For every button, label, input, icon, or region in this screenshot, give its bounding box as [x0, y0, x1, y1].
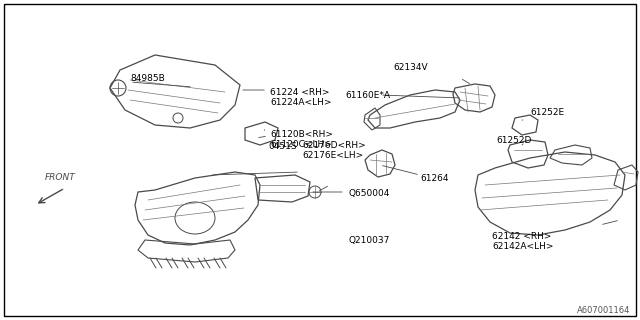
Text: 84985B: 84985B — [130, 74, 164, 83]
Text: 61252D: 61252D — [497, 135, 532, 145]
Text: 62142 <RH>
62142A<LH>: 62142 <RH> 62142A<LH> — [492, 232, 554, 252]
Text: A607001164: A607001164 — [577, 306, 630, 315]
Text: 62176D<RH>
62176E<LH>: 62176D<RH> 62176E<LH> — [302, 140, 365, 160]
Text: 61120B<RH>
61120C<LH>: 61120B<RH> 61120C<LH> — [270, 130, 333, 149]
Text: Q210037: Q210037 — [348, 236, 389, 244]
Text: 0451S: 0451S — [268, 141, 296, 150]
Text: 62134V: 62134V — [393, 62, 428, 71]
Text: 61160E*A: 61160E*A — [345, 91, 390, 100]
Text: 61264: 61264 — [420, 173, 449, 182]
Text: Q650004: Q650004 — [348, 188, 389, 197]
Text: FRONT: FRONT — [45, 173, 76, 182]
Text: 61224 <RH>
61224A<LH>: 61224 <RH> 61224A<LH> — [270, 88, 332, 108]
Text: 61252E: 61252E — [530, 108, 564, 116]
